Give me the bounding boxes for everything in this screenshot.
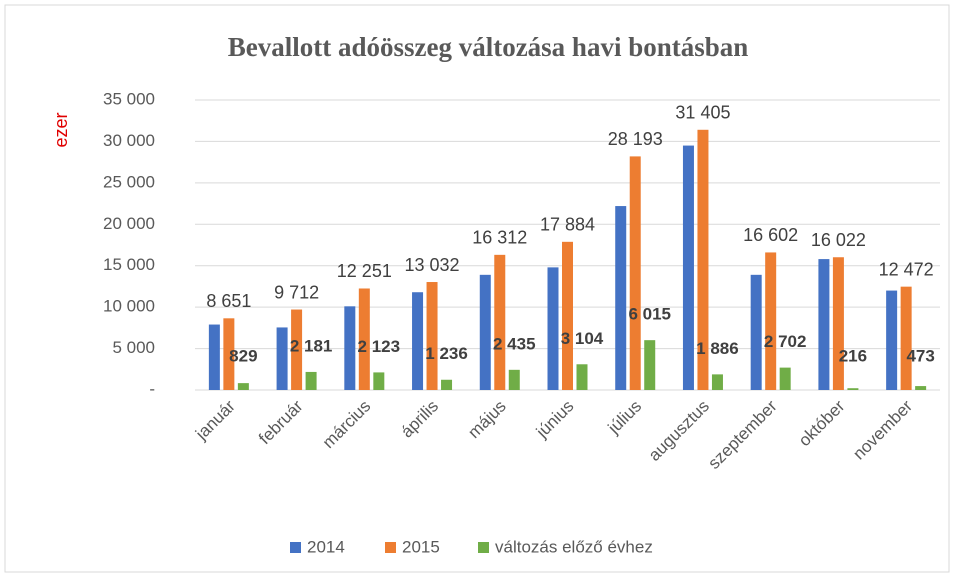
data-label: 12 251 — [337, 261, 392, 281]
data-label: 829 — [229, 346, 257, 365]
y-tick-label: 35 000 — [103, 89, 155, 108]
bar — [291, 309, 303, 390]
bar — [547, 267, 559, 390]
bar — [576, 364, 588, 390]
y-tick-label: 10 000 — [103, 297, 155, 316]
data-label: 16 602 — [743, 225, 798, 245]
bar — [682, 145, 694, 390]
y-tick-label: - — [149, 379, 155, 398]
legend-label: 2014 — [307, 537, 345, 556]
bar — [629, 156, 641, 390]
y-axis-label: ezer — [51, 112, 71, 147]
y-tick-label: 15 000 — [103, 255, 155, 274]
data-label: 2 435 — [493, 334, 536, 353]
legend-swatch — [478, 542, 489, 553]
data-label: 1 886 — [696, 339, 739, 358]
bar — [779, 367, 791, 390]
bar — [711, 374, 723, 390]
data-label: 6 015 — [628, 305, 671, 324]
legend-label: változás előző évhez — [495, 537, 653, 556]
data-label: 1 236 — [425, 344, 468, 363]
data-label: 17 884 — [540, 215, 595, 235]
bar — [508, 369, 520, 390]
legend-swatch — [290, 542, 301, 553]
data-label: 9 712 — [274, 282, 319, 302]
y-tick-label: 20 000 — [103, 214, 155, 233]
bar — [697, 129, 709, 390]
data-label: 216 — [839, 346, 867, 365]
bar — [750, 274, 762, 390]
data-label: 2 702 — [764, 332, 807, 351]
data-label: 28 193 — [608, 129, 663, 149]
bar — [479, 274, 491, 390]
data-label: 2 123 — [358, 337, 401, 356]
data-label: 3 104 — [561, 329, 604, 348]
data-label: 16 312 — [472, 228, 527, 248]
chart-title: Bevallott adóösszeg változása havi bontá… — [228, 32, 749, 62]
data-label: 31 405 — [675, 103, 730, 123]
legend-swatch — [385, 542, 396, 553]
data-label: 13 032 — [405, 255, 460, 275]
bar — [305, 371, 317, 390]
data-label: 12 472 — [879, 259, 934, 279]
bar — [237, 383, 249, 390]
bar — [900, 286, 912, 390]
data-label: 2 181 — [290, 336, 333, 355]
legend-label: 2015 — [402, 537, 440, 556]
bar — [644, 340, 656, 390]
bar — [441, 379, 453, 390]
bar — [373, 372, 385, 390]
bar — [494, 254, 506, 390]
bar — [615, 206, 627, 390]
data-label: 16 022 — [811, 230, 866, 250]
y-tick-label: 5 000 — [112, 338, 155, 357]
data-label: 473 — [906, 346, 934, 365]
bar — [426, 282, 438, 390]
y-tick-label: 25 000 — [103, 172, 155, 191]
bar — [223, 318, 235, 390]
bar — [818, 259, 830, 390]
bar — [412, 292, 424, 390]
bar — [276, 327, 288, 390]
bar — [358, 288, 370, 390]
bar — [562, 241, 573, 390]
bar — [847, 388, 859, 390]
bar — [344, 306, 356, 390]
bar — [832, 257, 844, 390]
data-label: 8 651 — [206, 291, 251, 311]
y-tick-label: 30 000 — [103, 131, 155, 150]
bar — [208, 324, 220, 390]
bar — [765, 252, 777, 390]
bar — [886, 290, 898, 390]
bar — [915, 386, 927, 390]
